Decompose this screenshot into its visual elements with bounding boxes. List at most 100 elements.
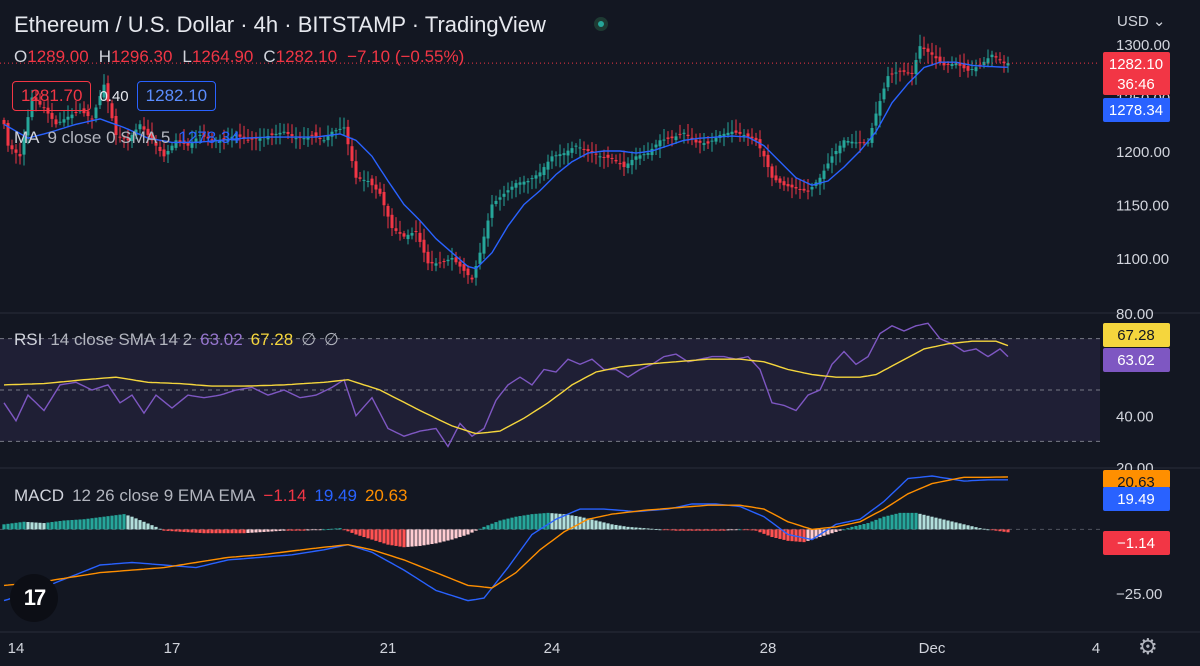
currency-selector[interactable]: USD ⌄ — [1117, 12, 1165, 30]
rsi-legend[interactable]: RSI 14 close SMA 14 2 63.02 67.28 ∅ ∅ — [14, 330, 347, 350]
interval-label[interactable]: 4h — [253, 12, 279, 37]
macd-histogram-bar — [66, 520, 70, 530]
macd-histogram-bar — [254, 529, 258, 533]
price-y-tick-label: 1200.00 — [1116, 144, 1170, 161]
macd-histogram-bar — [270, 529, 274, 532]
macd-histogram-bar — [2, 524, 6, 530]
macd-histogram-bar — [114, 515, 118, 530]
macd-histogram-bar — [478, 528, 482, 530]
macd-histogram-bar — [330, 528, 334, 530]
macd-hist-value: −1.14 — [263, 486, 307, 505]
candle-down — [978, 64, 982, 66]
candle-up — [542, 167, 546, 176]
candle-down — [310, 134, 314, 136]
macd-histogram-bar — [962, 524, 966, 530]
macd-histogram-bar — [38, 522, 42, 530]
macd-histogram-bar — [138, 520, 142, 530]
macd-histogram-bar — [250, 529, 254, 533]
macd-histogram-bar — [126, 515, 130, 530]
sell-price-button[interactable]: 1281.70 — [12, 81, 92, 111]
symbol-name[interactable]: Ethereum / U.S. Dollar — [14, 12, 235, 37]
macd-histogram-bar — [878, 518, 882, 530]
macd-histogram-bar — [434, 529, 438, 544]
macd-histogram-bar — [486, 525, 490, 530]
macd-histogram-bar — [62, 520, 66, 530]
macd-params: 12 26 close 9 EMA EMA — [72, 486, 256, 505]
macd-histogram-bar — [706, 529, 710, 531]
candle-down — [966, 66, 970, 71]
macd-histogram-bar — [662, 529, 666, 531]
candle-down — [270, 133, 274, 135]
candle-up — [830, 156, 834, 163]
rsi-sma-value: 67.28 — [250, 330, 294, 349]
candle-down — [374, 184, 378, 190]
candle-up — [58, 121, 62, 123]
macd-histogram-bar — [554, 513, 558, 530]
candle-up — [834, 151, 838, 155]
candle-down — [946, 63, 950, 65]
rsi-tag-text: 63.02 — [1117, 352, 1155, 369]
candle-down — [10, 145, 14, 150]
chart-title[interactable]: Ethereum / U.S. Dollar · 4h · BITSTAMP ·… — [14, 12, 546, 37]
macd-histogram-bar — [974, 527, 978, 530]
candle-up — [822, 170, 826, 179]
close-label: C — [263, 47, 276, 66]
macd-signal-tag-bg — [1103, 470, 1170, 488]
macd-line — [3, 475, 1008, 602]
exchange-label: BITSTAMP — [297, 12, 406, 37]
ma-line — [3, 61, 1008, 270]
candle-up — [974, 67, 978, 72]
candle-down — [438, 262, 442, 264]
macd-histogram-bar — [422, 529, 426, 546]
candle-up — [518, 182, 522, 185]
tradingview-logo-icon[interactable]: 17 — [10, 574, 58, 622]
candle-up — [574, 145, 578, 147]
candle-up — [234, 134, 238, 137]
candle-down — [382, 191, 386, 206]
candle-down — [794, 186, 798, 189]
candle-down — [142, 126, 146, 130]
candle-up — [878, 101, 882, 116]
candle-down — [378, 188, 382, 194]
candle-up — [362, 179, 366, 181]
price-pane[interactable] — [0, 34, 1100, 286]
high-value: 1296.30 — [110, 47, 173, 66]
source-label: TradingView — [424, 12, 546, 37]
candle-up — [550, 156, 554, 162]
rsi-tag-bg — [1103, 348, 1170, 372]
macd-histogram-bar — [342, 529, 346, 531]
candle-down — [110, 103, 114, 119]
candle-down — [250, 137, 254, 140]
macd-histogram-bar — [174, 529, 178, 532]
macd-histogram-bar — [670, 529, 674, 531]
ma-legend[interactable]: MA 9 close 0 SMA 5 1278.34 — [14, 128, 248, 148]
macd-histogram-bar — [210, 529, 214, 534]
macd-histogram-bar — [458, 529, 462, 538]
macd-histogram-bar — [926, 515, 930, 530]
candle-down — [802, 188, 806, 191]
candle-up — [294, 138, 298, 140]
macd-histogram-bar — [586, 518, 590, 530]
candle-down — [426, 251, 430, 264]
macd-histogram-bar — [866, 523, 870, 530]
candle-up — [486, 220, 490, 239]
macd-histogram-bar — [714, 529, 718, 531]
candle-down — [670, 136, 674, 139]
macd-histogram-bar — [50, 522, 54, 530]
candle-down — [618, 163, 622, 165]
candle-down — [938, 56, 942, 62]
last-price-tag-bg — [1103, 52, 1170, 95]
macd-histogram-bar — [54, 521, 58, 530]
macd-legend[interactable]: MACD 12 26 close 9 EMA EMA −1.14 19.49 20.63 — [14, 486, 416, 506]
rsi-pane[interactable] — [3, 322, 1009, 448]
macd-histogram-bar — [530, 514, 534, 530]
macd-histogram-bar — [794, 529, 798, 542]
candle-down — [614, 159, 618, 162]
gear-icon[interactable]: ⚙ — [1138, 634, 1158, 659]
buy-price-button[interactable]: 1282.10 — [136, 81, 217, 111]
macd-histogram-bar — [674, 529, 678, 531]
macd-histogram-bar — [574, 516, 578, 530]
macd-histogram-bar — [882, 516, 886, 530]
macd-pane[interactable] — [2, 475, 1010, 602]
